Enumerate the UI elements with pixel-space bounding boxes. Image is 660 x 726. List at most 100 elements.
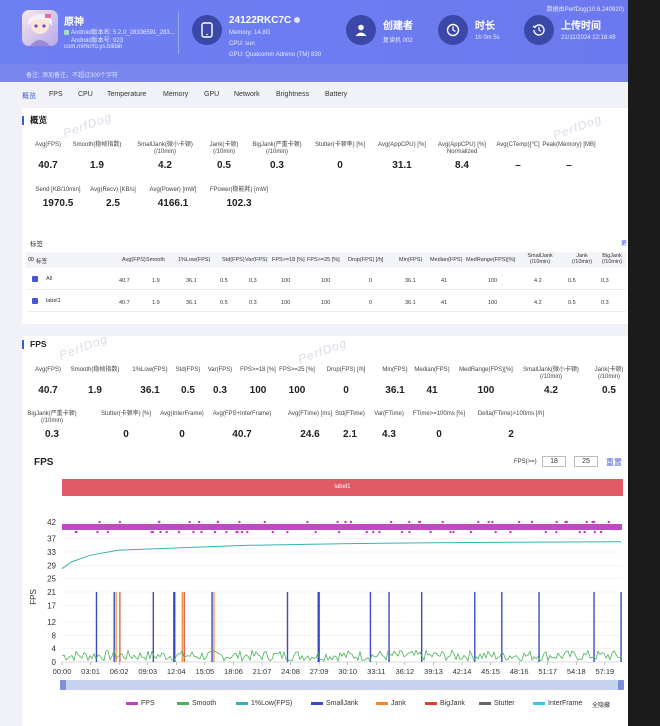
tab-brightness[interactable]: Brightness [276, 91, 310, 98]
stat-label: Jank(卡顿) [594, 367, 624, 373]
tab-network[interactable]: Network [234, 91, 260, 98]
watermark: PerfDog [61, 109, 114, 141]
tab-fps[interactable]: FPS [49, 91, 63, 98]
table-cell: 100 [488, 278, 498, 284]
legend-item[interactable]: SmallJank [311, 700, 358, 707]
fps-point [314, 530, 317, 534]
fps-threshold-min-input[interactable]: 18 [542, 456, 566, 467]
fps-point [151, 530, 155, 534]
user-icon [346, 15, 376, 45]
stat-label: Var(FPS) [207, 367, 233, 373]
android-version-name: Android版本名: 5.2.0_28336591_283... [64, 27, 175, 36]
info-icon[interactable] [294, 17, 301, 24]
labels-table-header: 标签 Avg(FPS) Smooth 1%Low(FPS) Std(FPS) Var(FP… [26, 252, 626, 268]
tab-overview[interactable]: 概览 [22, 93, 36, 100]
stat-label: BigJank(严重卡顿) [252, 142, 302, 148]
stat-label: Jank(卡顿) [209, 142, 239, 148]
legend-marker [311, 701, 323, 705]
x-tick-label: 09:03 [138, 667, 157, 676]
fps-threshold-max-input[interactable]: 25 [574, 456, 598, 467]
legend-label: SmallJank [326, 700, 359, 707]
notes-label: 备注: [26, 73, 40, 79]
table-row[interactable]: All 40.7 1.9 36.1 0.5 0.3 100 100 0 36.1 41 100 4.2 0… [26, 268, 626, 290]
fps-point [585, 520, 588, 524]
tab-cpu[interactable]: CPU [78, 91, 93, 98]
table-header-cell: Std(FPS) [222, 257, 245, 263]
package-name: com.miHoYo.ys.bilibili [64, 44, 122, 50]
fps-point [216, 520, 220, 524]
fps-point [578, 530, 581, 534]
android-logo-icon [64, 29, 69, 35]
stat-label: Smooth(稳帧指数) [70, 367, 120, 373]
table-row[interactable]: label1 40.7 1.9 36.1 0.5 0.3 100 100 0 36.1 41 100 4… [26, 290, 626, 312]
table-header-cell: 1%Low(FPS) [178, 257, 211, 263]
x-tick-label: 45:15 [481, 667, 500, 676]
stat-label-secondary: (/10min) [539, 374, 562, 380]
table-header-cell: 标签 [36, 259, 48, 265]
stat-label: Avg(CTemp)[℃] [496, 142, 540, 148]
legend-item[interactable]: Stutter [479, 700, 515, 707]
stat-item: Avg(FPS) 40.7 [35, 367, 61, 396]
duration-label: 时长 [475, 21, 495, 32]
stat-label: Std(FPS) [175, 367, 201, 373]
stat-label: Std(FTime) [335, 411, 365, 417]
stat-label-secondary [378, 149, 426, 156]
stat-value: 36.1 [140, 385, 160, 396]
hide-all-button[interactable]: 全隐藏 [592, 703, 611, 709]
stat-item: BigJank(严重卡顿) (/10min) 0.3 [252, 142, 301, 171]
legend-marker [425, 701, 437, 705]
legend-label: Smooth [192, 700, 217, 707]
stat-label: MedRange(FPS)[%] [459, 367, 513, 373]
legend-item[interactable]: 1%Low(FPS) [236, 700, 292, 707]
duration-value: 1h 0m 5s [475, 35, 500, 41]
legend-item[interactable]: FPS [126, 700, 155, 707]
fps-point [469, 530, 473, 534]
fps-point [491, 520, 494, 524]
x-tick-label: 54:18 [567, 667, 586, 676]
fps-chart: 0 4 8 12 17 21 25 29 33 37 42 FPS 00:00 03:01 06:02 09:… [29, 518, 624, 690]
fps-point [165, 530, 168, 534]
y-tick-label: 8 [52, 631, 57, 640]
table-cell: 0 [369, 278, 373, 284]
legend-item[interactable]: BigJank [425, 700, 465, 707]
reset-button[interactable]: 重置 [606, 458, 622, 467]
stat-value: 8.4 [455, 160, 469, 171]
notes-input[interactable]: 添加备注，不超过300个字符 [42, 73, 119, 79]
table-cell: 100 [321, 278, 331, 284]
tab-gpu[interactable]: GPU [204, 91, 220, 98]
fps-point [441, 520, 444, 524]
labels-more-link[interactable]: 更 [621, 241, 628, 247]
tab-temperature[interactable]: Temperature [107, 91, 147, 98]
fps-point [271, 530, 274, 534]
eye-icon[interactable] [27, 256, 35, 264]
fps-point [238, 520, 241, 524]
creator-label: 创建者 [383, 21, 413, 32]
stat-value: – [566, 160, 572, 171]
window-edge [628, 0, 660, 726]
stat-item: Drop(FPS) [/h] 0 [327, 367, 366, 396]
row-checkbox[interactable] [32, 276, 38, 282]
stat-value: – [515, 160, 521, 171]
row-checkbox[interactable] [32, 298, 38, 304]
stat-item: Stutter(卡顿率) [%] 0 [101, 411, 151, 440]
legend-item[interactable]: InterFrame [533, 700, 582, 707]
legend-item[interactable]: Smooth [177, 700, 216, 707]
tab-battery[interactable]: Battery [325, 91, 348, 98]
fps-point [599, 530, 603, 534]
fps-threshold-label: FPS(>=) [514, 459, 537, 465]
stat-value: 24.6 [300, 429, 320, 440]
fps-point [509, 530, 512, 534]
tab-bar: 概览 FPS CPU Temperature Memory GPU Networ… [0, 86, 628, 104]
y-tick-label: 42 [47, 518, 56, 527]
stat-label: Avg(AppCPU) [%] [438, 142, 486, 148]
tab-memory[interactable]: Memory [163, 91, 189, 98]
x-tick-label: 24:08 [281, 667, 300, 676]
stat-value: 1.9 [90, 160, 104, 171]
stat-label: Smooth(稳帧指数) [72, 142, 122, 148]
stat-value: 4.3 [382, 429, 396, 440]
stat-label-secondary [279, 374, 315, 381]
label-bar[interactable]: label1 [62, 479, 623, 496]
table-cell: 100 [281, 278, 291, 284]
legend-item[interactable]: Jank [376, 700, 406, 707]
y-tick-label: 4 [52, 645, 57, 654]
